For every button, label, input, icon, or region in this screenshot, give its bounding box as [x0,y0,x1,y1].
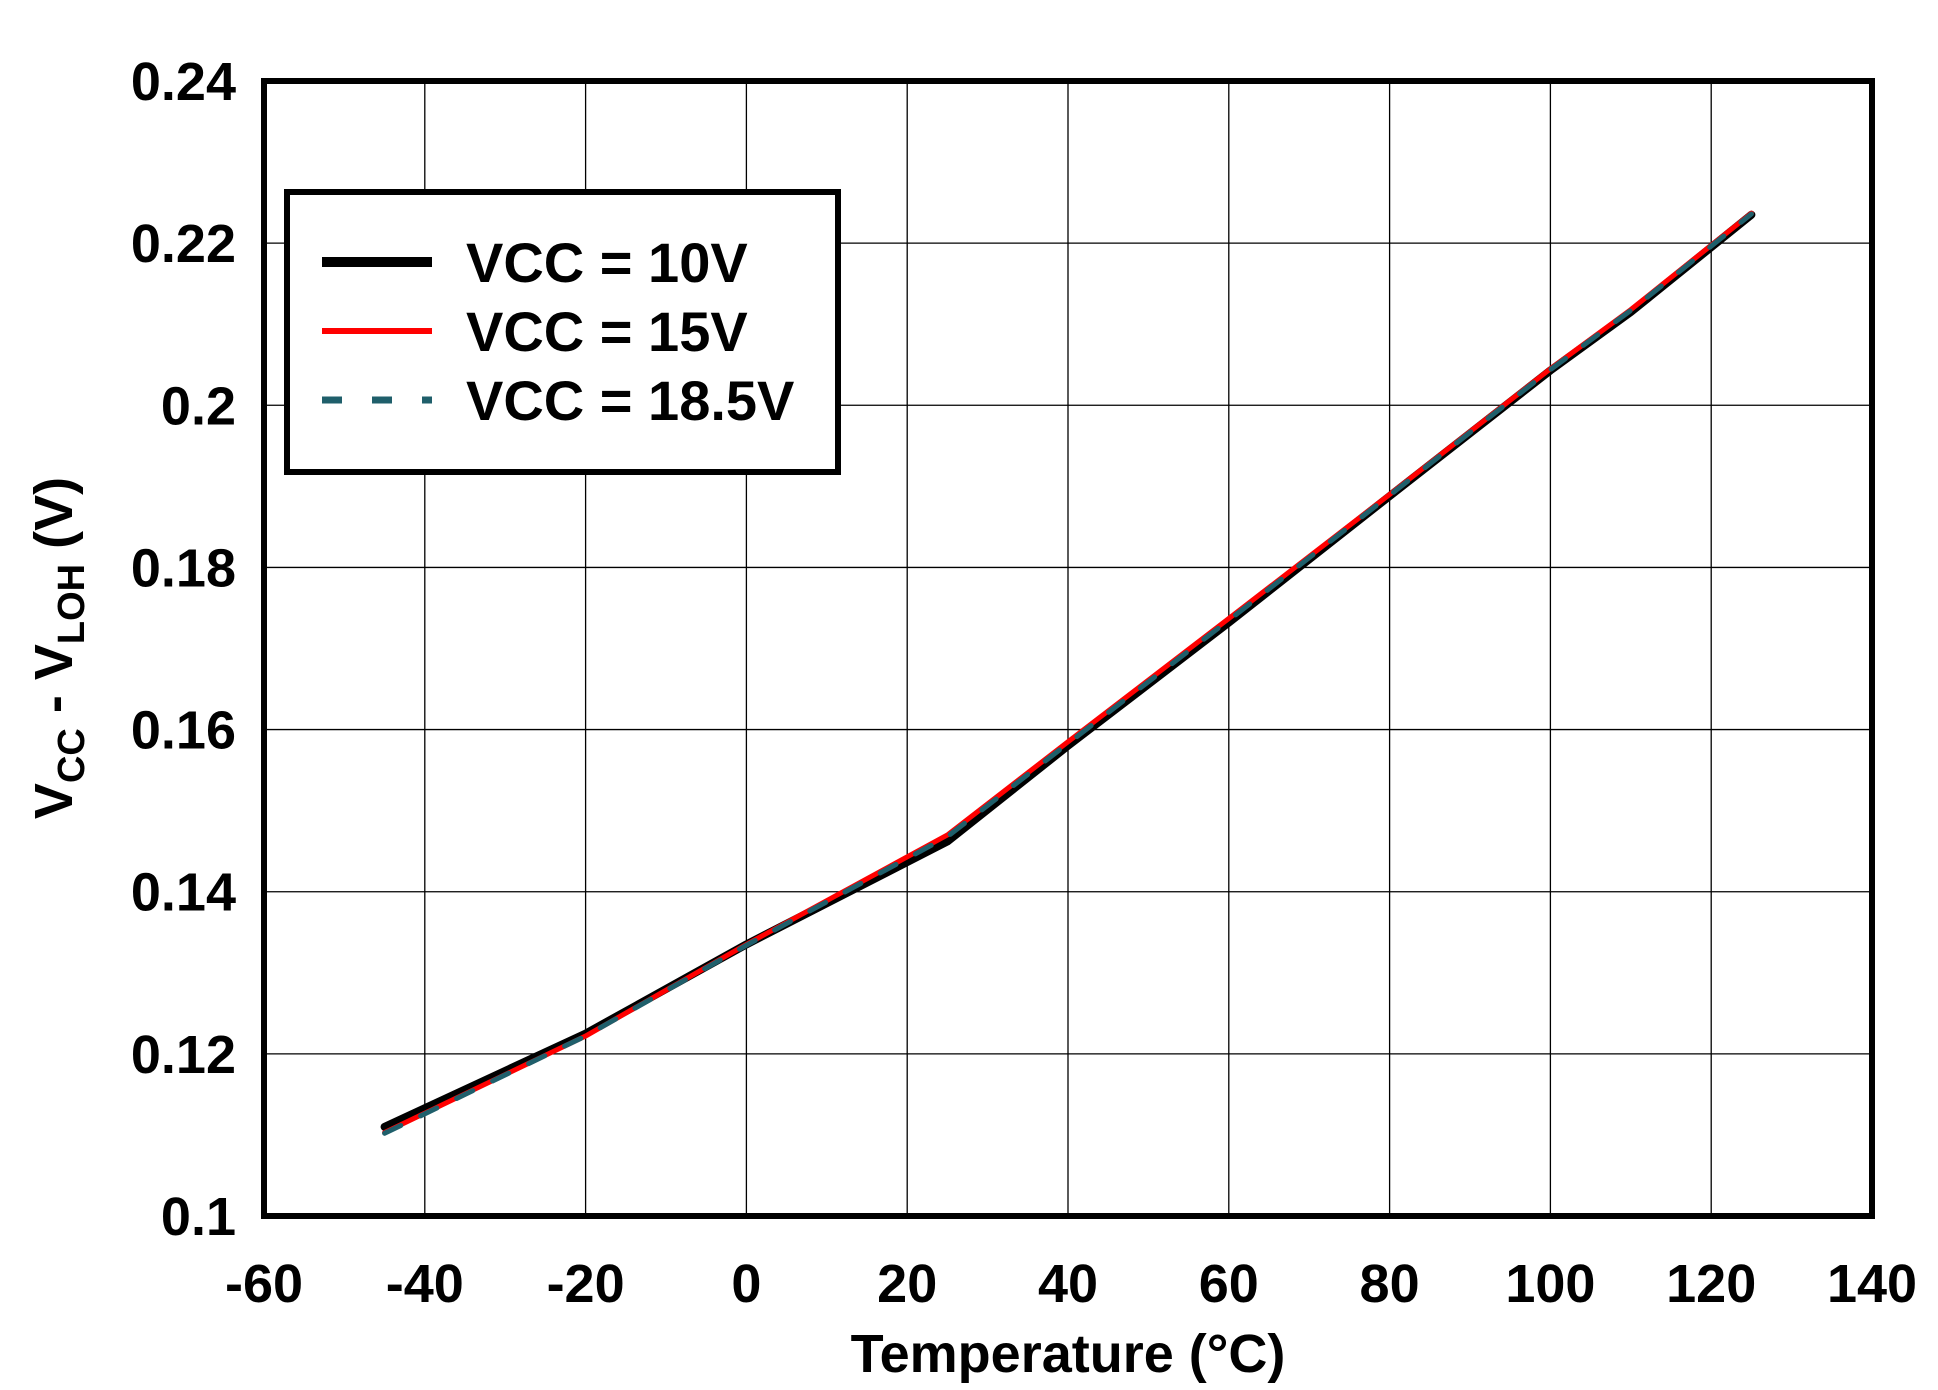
x-tick-label: 20 [877,1254,937,1314]
x-tick-label: 40 [1038,1254,1098,1314]
y-axis-label: VCC - VLOH (V) [24,477,93,819]
y-tick-label: 0.22 [131,214,236,274]
y-tick-label: 0.16 [131,701,236,761]
plot-frame [261,78,1875,1219]
y-tick-label: 0.2 [161,376,236,436]
y-tick-label: 0.18 [131,538,236,598]
y-label-sub-loh: LOH [51,564,93,644]
legend-label-1: VCC = 10V [466,231,748,294]
x-axis-label: Temperature (°C) [851,1324,1286,1384]
legend-label-3: VCC = 18.5V [466,369,794,432]
y-label-end: (V) [24,477,84,564]
x-tick-label: -20 [547,1254,625,1314]
y-tick-label: 0.24 [131,52,236,112]
y-tick-label: 0.14 [131,863,236,923]
x-tick-labels: -60 -40 -20 0 20 40 60 80 100 120 140 [225,1254,1917,1314]
y-label-mid: - V [24,644,84,728]
x-tick-label: -40 [386,1254,464,1314]
x-tick-label: 60 [1199,1254,1259,1314]
series-lines [380,210,1756,1136]
x-tick-label: 100 [1505,1254,1595,1314]
y-label-sub-cc: CC [51,728,93,783]
y-tick-labels: 0.1 0.12 0.14 0.16 0.18 0.2 0.22 0.24 [131,52,236,1247]
x-tick-label: 140 [1827,1254,1917,1314]
y-tick-label: 0.12 [131,1025,236,1085]
legend-label-2: VCC = 15V [466,300,748,363]
x-tick-label: -60 [225,1254,303,1314]
y-tick-label: 0.1 [161,1187,236,1247]
x-tick-label: 80 [1360,1254,1420,1314]
x-tick-label: 0 [731,1254,761,1314]
series-line-3 [382,211,1754,1136]
x-tick-label: 120 [1666,1254,1756,1314]
y-label-main: V [24,783,84,819]
